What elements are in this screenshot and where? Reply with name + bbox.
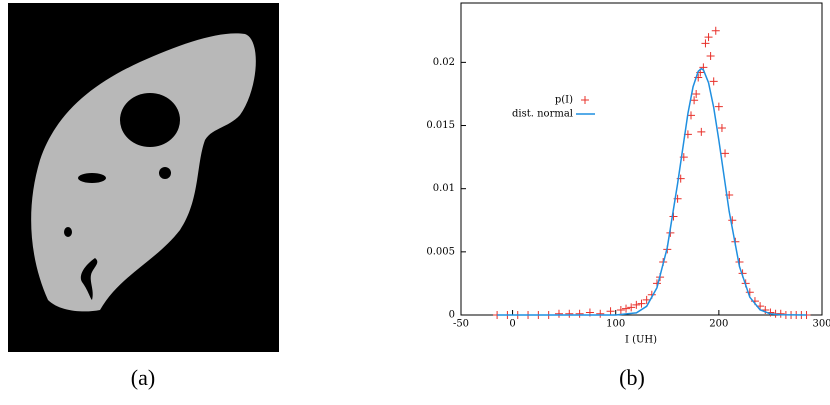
point — [777, 310, 785, 318]
legend-marker — [581, 96, 589, 104]
x-tick-label: 0 — [509, 319, 515, 330]
x-tick-label: 200 — [709, 319, 728, 330]
hole — [64, 227, 72, 237]
point — [707, 52, 715, 60]
y-tick-label: 0.015 — [426, 120, 455, 131]
point — [638, 300, 646, 308]
hole — [78, 173, 106, 183]
line — [497, 69, 806, 315]
legend-label: dist. normal — [512, 109, 573, 120]
point — [718, 124, 726, 132]
ct-image — [8, 3, 279, 352]
y-tick-label: 0.01 — [433, 183, 455, 194]
x-axis-label: I (UH) — [625, 335, 657, 346]
y-tick-label: 0.005 — [426, 246, 455, 257]
point — [721, 149, 729, 157]
caption: (a) — [131, 365, 155, 390]
point — [728, 216, 736, 224]
point — [710, 77, 718, 85]
point — [715, 103, 723, 111]
point — [712, 27, 720, 35]
x-tick-label: 100 — [606, 319, 625, 330]
point — [607, 307, 615, 315]
plot-frame — [461, 3, 822, 315]
y-tick-label: 0.02 — [433, 57, 455, 68]
point — [617, 306, 625, 314]
legend-label: p(I) — [555, 95, 573, 106]
hole — [120, 93, 180, 147]
point — [565, 310, 573, 318]
caption: (b) — [619, 365, 645, 390]
point — [622, 305, 630, 313]
point — [697, 128, 705, 136]
hole — [159, 167, 171, 179]
point — [692, 90, 700, 98]
point — [576, 310, 584, 318]
x-tick-label: -50 — [453, 319, 469, 330]
figure: (a) (b) I (UH) 00.0050.010.0150.02-50010… — [0, 0, 830, 401]
point — [596, 310, 604, 318]
x-tick-label: 300 — [812, 319, 830, 330]
point — [555, 310, 563, 318]
